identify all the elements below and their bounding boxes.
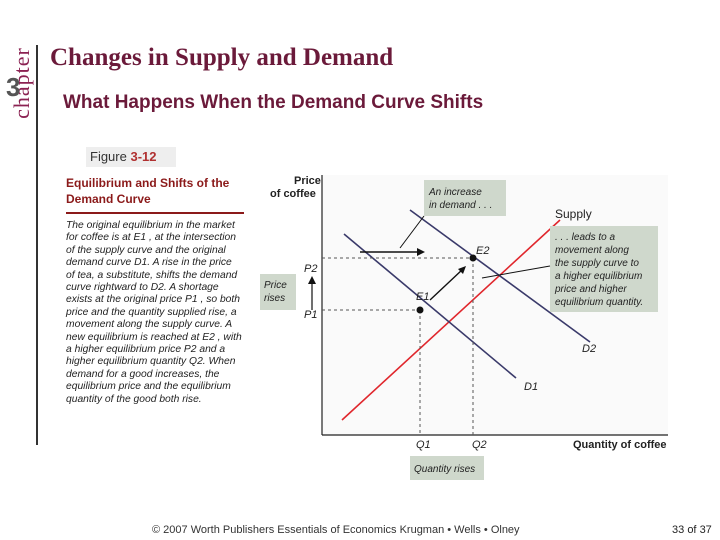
chapter-tab: chapter 3: [0, 0, 44, 160]
p1-label: P1: [304, 309, 317, 321]
price-rises-callout: [260, 274, 296, 310]
supply-curve: [341, 219, 561, 421]
price-rises-arrowhead: [308, 276, 316, 284]
q2-label: Q2: [472, 439, 487, 451]
figure-label: Figure 3-12: [86, 147, 176, 167]
movement-arrowhead: [458, 266, 466, 274]
supply-label: Supply: [555, 207, 592, 221]
caption-rule: [66, 212, 244, 214]
movement-arrow: [429, 268, 464, 301]
price-rises-line-2: rises: [264, 293, 285, 304]
increase-demand-pointer: [399, 215, 425, 249]
e1-label: E1: [416, 291, 429, 303]
q1-label: Q1: [416, 439, 431, 451]
quantity-rises-label: Quantity rises: [414, 464, 475, 475]
footer-credit: © 2007 Worth Publishers Essentials of Ec…: [152, 524, 520, 536]
shift-arrowhead: [417, 248, 425, 256]
supply-demand-graph: Price of coffee Quantity of coffee Suppl…: [260, 175, 668, 480]
slide-subtitle: What Happens When the Demand Curve Shift…: [63, 92, 484, 113]
figure-number: 3-12: [130, 149, 157, 164]
d1-label: D1: [524, 381, 538, 393]
page-of: of: [687, 524, 697, 536]
figure-caption-text: The original equilibrium in the market f…: [66, 220, 242, 405]
increase-demand-callout: [424, 180, 506, 216]
page-total: 37: [699, 524, 712, 536]
figure-caption-title: Equilibrium and Shifts of the Demand Cur…: [66, 176, 230, 206]
slide-title: Changes in Supply and Demand: [50, 44, 394, 71]
increase-demand-line-1: An increase: [428, 187, 482, 198]
equilibrium-e2: [469, 254, 477, 262]
page-current: 33: [672, 524, 685, 536]
increase-demand-line-2: in demand . . .: [429, 200, 492, 211]
leads-to-callout: [550, 226, 658, 312]
e2-label: E2: [476, 245, 489, 257]
demand-curve-d2: [409, 209, 591, 343]
quantity-rises-callout: [410, 456, 484, 480]
price-rises-line-1: Price: [264, 280, 287, 291]
leads-line-5: price and higher: [554, 284, 627, 295]
leads-line-2: movement along: [555, 245, 629, 256]
chapter-number: 3: [6, 72, 21, 102]
d2-label: D2: [582, 343, 596, 355]
x-axis-label: Quantity of coffee: [573, 439, 667, 451]
vertical-divider: [36, 45, 38, 445]
leads-line-3: the supply curve to: [555, 258, 639, 269]
y-axis-label-1: Price: [294, 175, 321, 187]
page-indicator: 33 of 37: [672, 524, 712, 536]
y-axis-label-2: of coffee: [270, 188, 316, 200]
leads-line-1: . . . leads to a: [555, 232, 615, 243]
p2-label: P2: [304, 263, 317, 275]
leads-to-pointer: [481, 265, 551, 279]
equilibrium-e1: [416, 306, 424, 314]
figure-word: Figure: [90, 149, 127, 164]
leads-line-6: equilibrium quantity.: [555, 297, 643, 308]
leads-line-4: a higher equilibrium: [555, 271, 642, 282]
